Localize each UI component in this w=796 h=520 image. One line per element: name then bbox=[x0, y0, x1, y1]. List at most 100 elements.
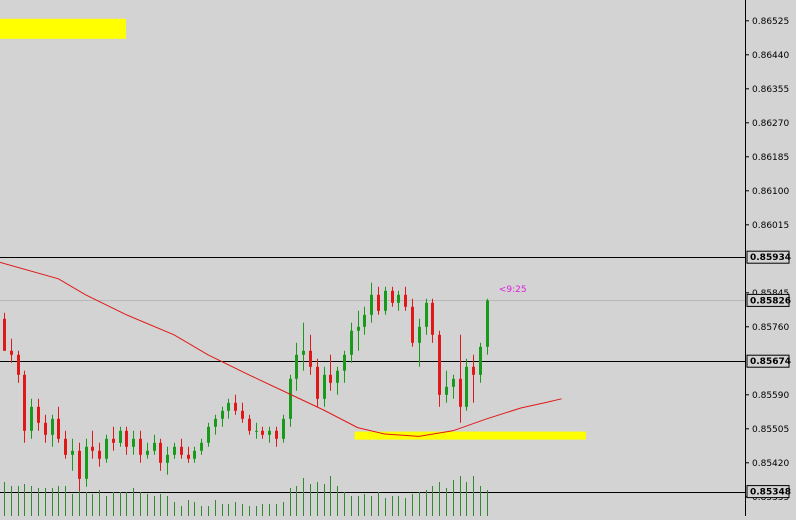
y-tick-label: 0.85505 bbox=[752, 425, 789, 435]
candle-body-down bbox=[241, 410, 244, 419]
candle-body-up bbox=[146, 450, 149, 455]
volume-bars bbox=[4, 476, 488, 516]
candle-body-down bbox=[275, 430, 278, 439]
candle-body-up bbox=[425, 302, 428, 327]
candle-body-down bbox=[459, 378, 462, 407]
y-tick-label: 0.86270 bbox=[752, 119, 789, 129]
candle-body-up bbox=[105, 438, 108, 459]
candle-body-down bbox=[391, 290, 394, 303]
candle-body-up bbox=[71, 450, 74, 455]
y-tick-label: 0.86525 bbox=[752, 17, 789, 27]
candle-body-up bbox=[363, 314, 366, 327]
candle-body-up bbox=[418, 326, 421, 343]
candle-body-up bbox=[465, 366, 468, 407]
candle-body-up bbox=[336, 370, 339, 383]
candle-body-down bbox=[139, 438, 142, 455]
y-tick-label: 0.86185 bbox=[752, 153, 789, 163]
candle-body-down bbox=[64, 438, 67, 455]
candle-body-down bbox=[17, 354, 20, 375]
price-label: 0.85934 bbox=[750, 253, 791, 263]
y-tick-label: 0.85420 bbox=[752, 459, 789, 469]
price-label-box bbox=[746, 293, 790, 307]
candle-body-up bbox=[227, 402, 230, 411]
candle-body-down bbox=[112, 438, 115, 443]
candle-body-down bbox=[180, 446, 183, 455]
y-axis: 0.86525 0.86440 0.86355 0.86270 0.86185 0.861… bbox=[745, 17, 791, 503]
candle-body-up bbox=[370, 294, 373, 315]
price-label-box bbox=[746, 485, 790, 499]
yellow-zones bbox=[0, 18, 586, 440]
candle-body-down bbox=[3, 318, 6, 351]
candle-body-down bbox=[438, 334, 441, 395]
candle-body-up bbox=[85, 446, 88, 479]
candle-body-down bbox=[10, 350, 13, 355]
y-tick-label: 0.86440 bbox=[752, 51, 789, 61]
candle-body-down bbox=[57, 418, 60, 439]
candle-body-down bbox=[78, 450, 81, 479]
candle-body-down bbox=[98, 450, 101, 459]
y-tick-label: 0.85590 bbox=[752, 391, 789, 401]
candle-body-down bbox=[431, 302, 434, 335]
candle-body-down bbox=[23, 374, 26, 431]
candle-body-up bbox=[302, 350, 305, 355]
candle-body-up bbox=[384, 290, 387, 311]
y-tick-label: 0.86100 bbox=[752, 187, 789, 197]
candle-body-up bbox=[323, 374, 326, 399]
candle-body-down bbox=[472, 366, 475, 375]
candle-body-up bbox=[153, 442, 156, 451]
candle-body-down bbox=[329, 374, 332, 383]
candle-body-down bbox=[125, 430, 128, 447]
y-tick-label: 0.85845 bbox=[752, 289, 789, 299]
candle-body-up bbox=[486, 300, 489, 347]
candle-body-down bbox=[261, 430, 264, 435]
candle-body-down bbox=[316, 366, 319, 399]
candle-body-down bbox=[187, 454, 190, 459]
candle-body-up bbox=[445, 386, 448, 395]
candle-body-down bbox=[404, 294, 407, 307]
price-label: 0.85674 bbox=[750, 357, 791, 367]
candle-body-up bbox=[166, 454, 169, 463]
candle-body-up bbox=[397, 294, 400, 303]
price-label: 0.85826 bbox=[750, 296, 791, 306]
candle-body-up bbox=[343, 354, 346, 371]
candle-body-up bbox=[51, 418, 54, 435]
candle-body-up bbox=[132, 438, 135, 447]
candle-body-up bbox=[350, 330, 353, 355]
candle-body-down bbox=[234, 402, 237, 411]
candle-body-up bbox=[214, 418, 217, 427]
candle-body-up bbox=[207, 426, 210, 443]
candle-body-up bbox=[452, 378, 455, 387]
yellow-zone bbox=[354, 431, 586, 440]
candle-body-down bbox=[411, 306, 414, 343]
candle-body-up bbox=[282, 418, 285, 439]
candle-body-down bbox=[44, 422, 47, 435]
candle-body-up bbox=[268, 430, 271, 435]
candle-body-up bbox=[30, 406, 33, 431]
candle-body-down bbox=[91, 446, 94, 451]
candle-body-up bbox=[479, 346, 482, 375]
candle-body-down bbox=[37, 406, 40, 423]
candle-body-up bbox=[357, 326, 360, 331]
candle-body-up bbox=[193, 450, 196, 459]
candle-body-up bbox=[173, 446, 176, 455]
candle-body-up bbox=[255, 430, 258, 432]
y-tick-label: 0.86015 bbox=[752, 221, 789, 231]
candle-body-up bbox=[295, 354, 298, 379]
y-tick-label: 0.86355 bbox=[752, 85, 789, 95]
candle-body-up bbox=[200, 442, 203, 451]
moving-average-line bbox=[0, 261, 562, 437]
price-label-box bbox=[746, 354, 790, 368]
price-label-box bbox=[746, 250, 790, 264]
price-label: 0.85348 bbox=[750, 488, 791, 498]
candle-body-down bbox=[159, 442, 162, 463]
candle-body-up bbox=[119, 430, 122, 443]
y-tick-label: 0.85760 bbox=[752, 323, 789, 333]
candle-countdown-label: <9:25 bbox=[499, 285, 527, 295]
candle-body-up bbox=[289, 378, 292, 419]
yellow-zone bbox=[0, 18, 126, 39]
candlesticks bbox=[3, 282, 489, 491]
candle-body-down bbox=[377, 294, 380, 311]
candle-body-down bbox=[248, 418, 251, 431]
